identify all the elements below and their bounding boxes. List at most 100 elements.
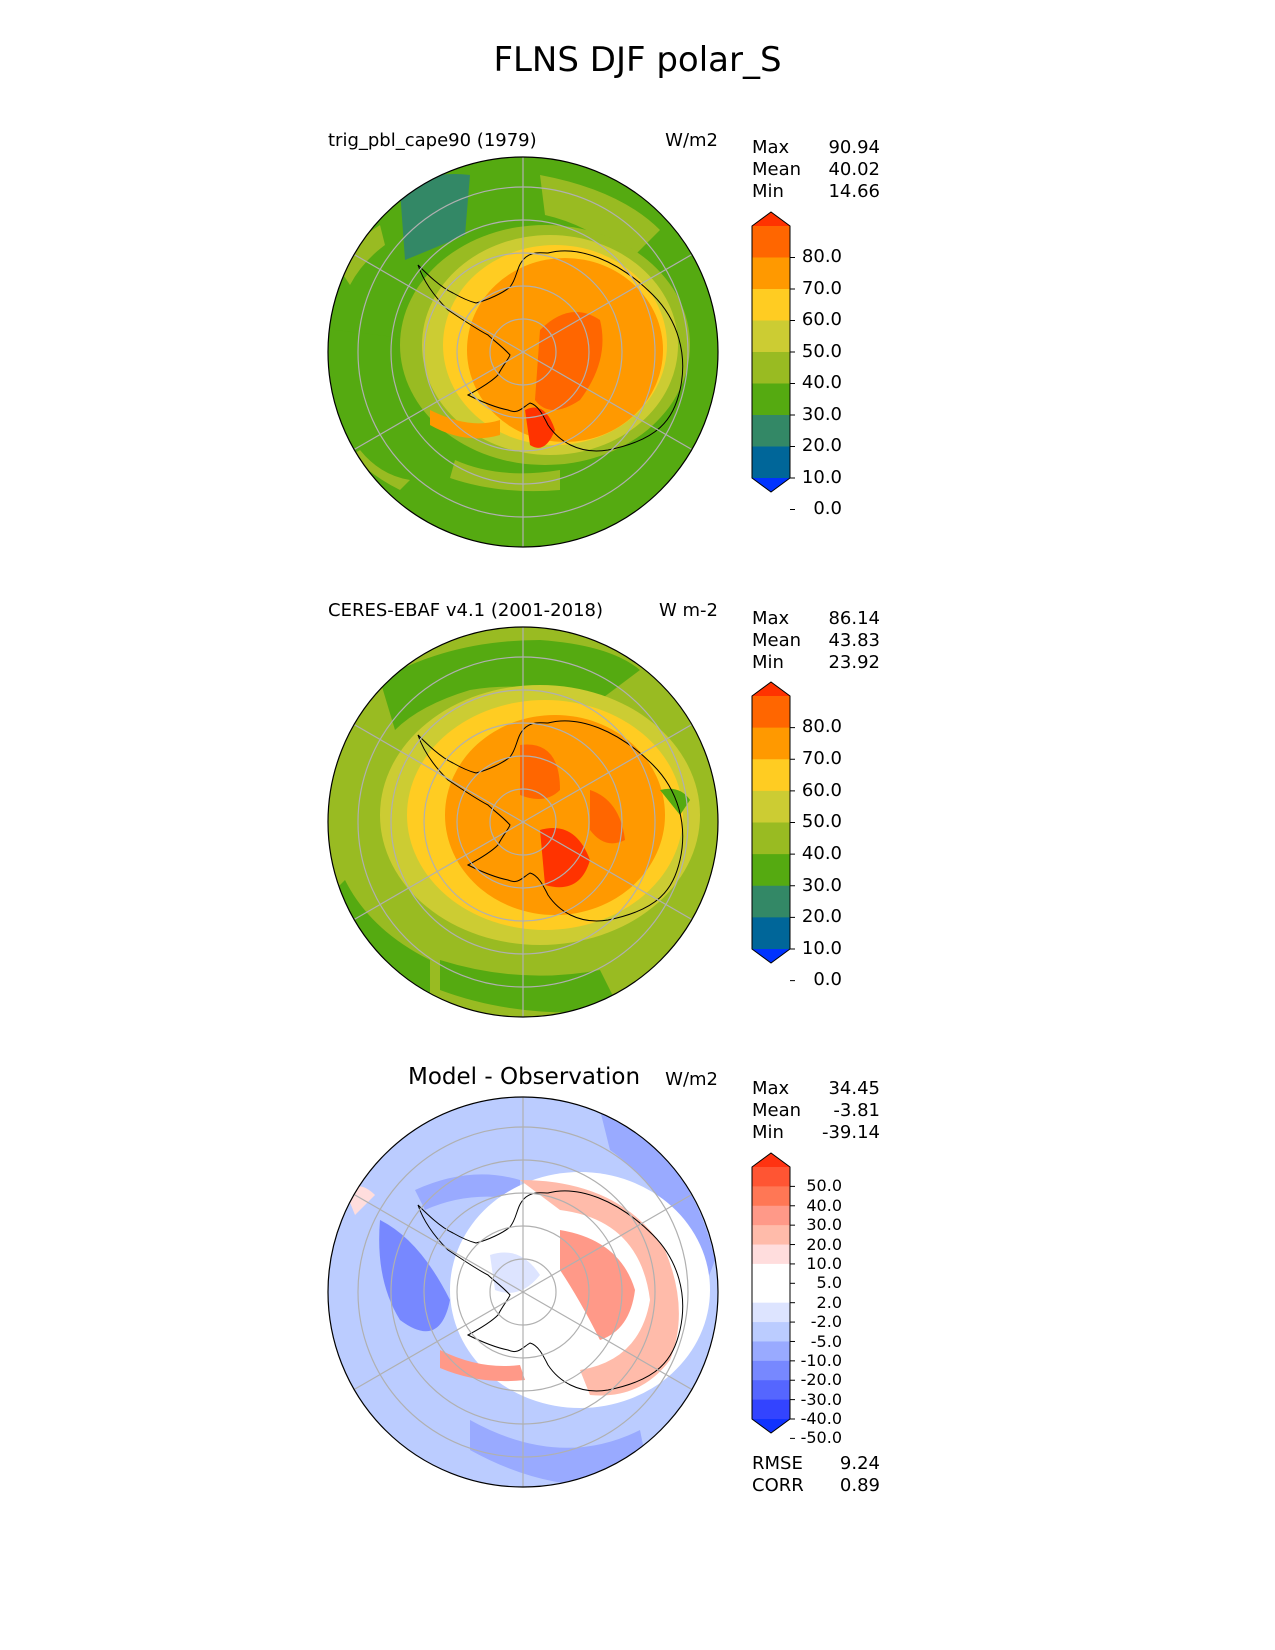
colorbar-tick-label: 5.0 [816,1273,842,1293]
meridian-line [522,1291,697,1393]
colorbar-tick-label: 80.0 [801,246,842,268]
colorbar-segment [752,289,790,321]
colorbar-tick-label: 40.0 [801,372,842,394]
stat-value: 9.24 [839,1453,880,1474]
colorbar-diff [751,1152,795,1439]
colorbar-tick-label: 10.0 [801,937,842,959]
meridian-line [349,821,524,923]
colorbar-segment [752,1225,790,1246]
stat-label: RMSE [752,1453,803,1474]
colorbar-tick-label: -30.0 [800,1389,842,1409]
colorbar-tick-label: 20.0 [806,1234,842,1254]
colorbar-segment [752,383,790,416]
meridian-line [349,1191,524,1293]
stats-model: Max 90.94 Mean 40.02 Min 14.66 [752,137,880,203]
field-patch [590,790,625,844]
map-boundary [327,626,719,1018]
colorbar-tick-label: -50.0 [800,1428,842,1448]
stat-label: Max [752,1078,790,1099]
field-patch [335,880,430,1000]
colorbar-tick-label: 30.0 [801,874,842,896]
panel-title-obs: CERES-EBAF v4.1 (2001-2018) [328,600,604,621]
colorbar-tick-label: 50.0 [806,1176,842,1196]
stat-value: 90.94 [828,137,880,158]
colorbar-segment [752,822,790,855]
colorbar-tick-label: 70.0 [801,748,842,770]
colorbar-segment [752,885,790,918]
stat-label: Mean [752,630,802,651]
colorbar-tick-label: 70.0 [801,277,842,299]
figure-title: FLNS DJF polar_S [493,40,782,80]
colorbar-tick-label: 60.0 [801,309,842,331]
colorbar-extend-max [752,682,790,696]
panel-title-model: trig_pbl_cape90 (1979) [328,130,537,151]
lat-lon-grid [349,1097,697,1487]
stat-label: Max [752,137,790,158]
colorbar-segment [752,226,790,258]
colorbar-segment [752,352,790,384]
stat-value: -39.14 [821,1122,880,1143]
stat-label: Min [752,652,784,673]
field-patch [379,1220,450,1332]
colorbar-segment [752,1244,790,1265]
meridian-line [349,251,524,353]
colorbar-tick-label: 40.0 [801,842,842,864]
stat-label: Min [752,181,784,202]
colorbar-tick-label: 0.0 [813,498,842,520]
colorbar-segment [752,1302,790,1323]
colorbar-tick-label: 10.0 [801,466,842,488]
panel-units-model: W/m2 [665,130,718,151]
meridian-line [522,351,697,453]
colorbar-extend-max [752,1153,790,1167]
panel-units-diff: W/m2 [665,1069,718,1090]
stat-value: 34.45 [828,1078,880,1099]
colorbar-segment [752,1341,790,1362]
field-patch [520,1180,679,1396]
stat-value: 14.66 [828,181,880,202]
colorbar-segment [752,727,790,760]
field-patch [540,828,590,888]
colorbar-segment [752,257,790,290]
colorbar-segment [752,696,790,729]
field-patch [340,225,385,285]
field-patch [415,1174,520,1210]
stat-value: 23.92 [828,652,880,673]
stat-label: Mean [752,159,802,180]
colorbar-segment [752,1322,790,1342]
field-patch [490,1252,540,1293]
colorbar-model [751,211,795,510]
colorbar-extend-min [752,478,790,492]
panel-units-obs: W m-2 [658,600,718,621]
colorbar-segment [752,1360,790,1381]
meridian-line [349,1291,524,1393]
map-model [328,157,718,547]
colorbar-extend-min [752,949,790,963]
panel-title-diff: Model - Observation [408,1064,641,1090]
colorbar-segment [752,1283,790,1304]
colorbar-segment [752,1205,790,1226]
field-patch [400,174,470,260]
colorbar-tick-label: 50.0 [801,811,842,833]
field-patch [660,788,690,815]
colorbar-segment [752,1399,790,1420]
lat-lon-grid [349,627,697,1017]
stat-value: 86.14 [828,608,880,629]
colorbar-segment [752,759,790,792]
colorbar-tick-label: 10.0 [806,1254,842,1273]
colorbar-segment [752,1380,790,1401]
colorbar-tick-label: 30.0 [801,403,842,425]
meridian-line [349,721,524,823]
map-boundary [327,1096,719,1488]
colorbar-segment [752,320,790,353]
map-boundary [327,156,719,548]
field-patch [440,1350,525,1382]
field-patch [540,175,660,260]
field-patch [430,410,500,439]
field-patch [440,960,620,1013]
meridian-line [349,351,524,453]
colorbar-tick-label: 50.0 [801,340,842,362]
colorbar-tick-label: -2.0 [810,1312,842,1332]
colorbar-segment [752,917,790,950]
colorbar-tick-label: 2.0 [816,1292,842,1312]
